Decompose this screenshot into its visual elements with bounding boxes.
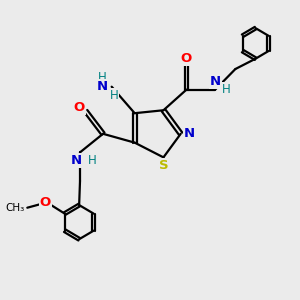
Text: N: N <box>97 80 108 93</box>
Text: H: H <box>88 154 97 167</box>
Text: H: H <box>222 83 231 96</box>
Text: H: H <box>98 71 107 84</box>
Text: CH₃: CH₃ <box>6 203 25 213</box>
Text: O: O <box>40 196 51 209</box>
Text: O: O <box>74 101 85 114</box>
Text: N: N <box>210 75 221 88</box>
Text: H: H <box>110 89 118 102</box>
Text: N: N <box>71 154 82 167</box>
Text: N: N <box>184 127 195 140</box>
Text: O: O <box>181 52 192 65</box>
Text: S: S <box>159 159 168 172</box>
